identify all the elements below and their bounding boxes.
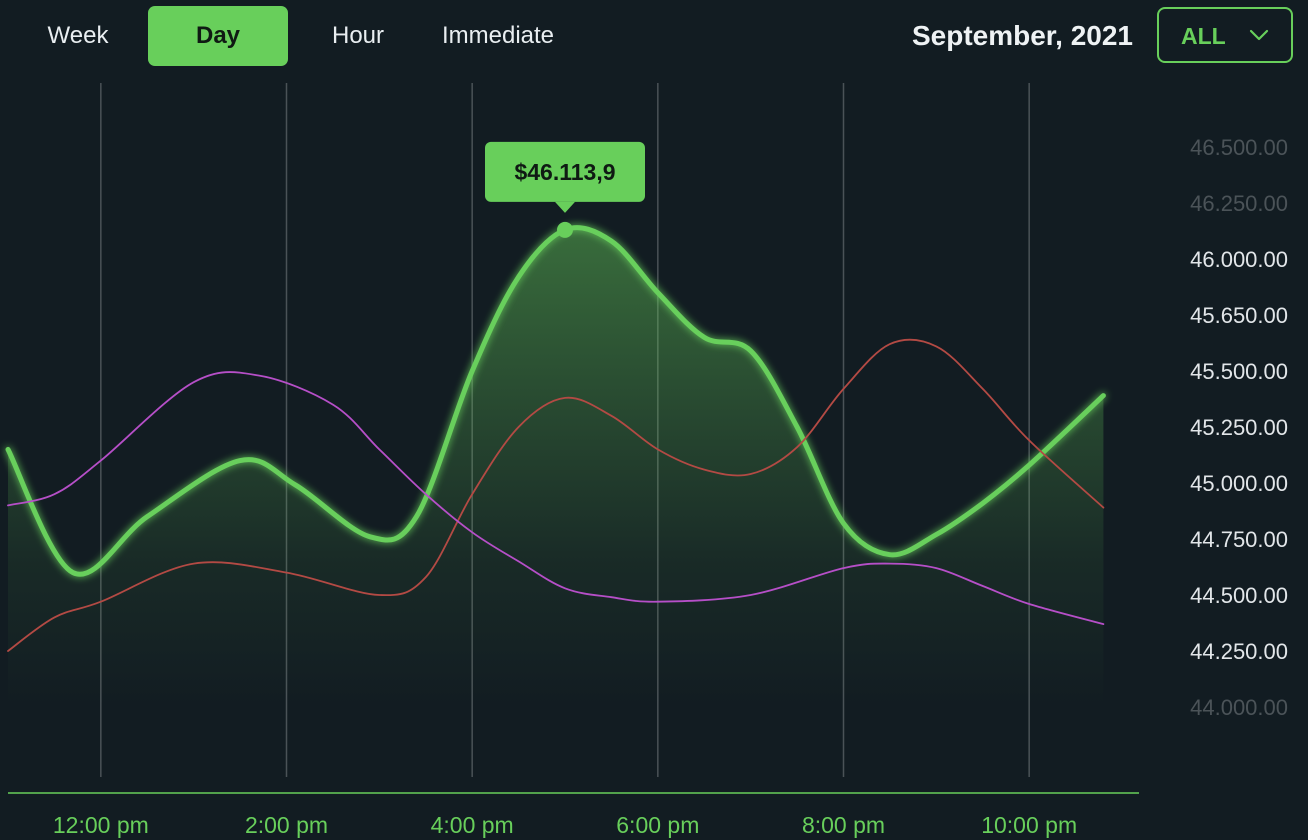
tooltip-pointer	[555, 201, 575, 213]
y-tick-label: 45.250.00	[1190, 415, 1288, 440]
x-tick-label: 8:00 pm	[802, 812, 885, 838]
series-line-2	[7, 371, 1105, 625]
tab-week[interactable]: Week	[47, 22, 109, 49]
y-tick-label: 44.000.00	[1190, 695, 1288, 720]
y-tick-label: 45.500.00	[1190, 359, 1288, 384]
tab-hour[interactable]: Hour	[331, 22, 385, 49]
tab-day[interactable]: Day	[148, 6, 288, 66]
series-line-1	[7, 338, 1105, 652]
annotation-group: $46.113,9	[485, 141, 645, 238]
y-tick-label: 44.500.00	[1190, 583, 1288, 608]
series-line-0	[5, 225, 1106, 577]
y-tick-label: 46.250.00	[1190, 191, 1288, 216]
x-tick-label: 12:00 pm	[53, 812, 149, 838]
filter-value: ALL	[1181, 23, 1226, 49]
y-tick-label: 44.750.00	[1190, 527, 1288, 552]
y-tick-label: 46.500.00	[1190, 135, 1288, 160]
y-tick-label: 45.650.00	[1190, 303, 1288, 328]
y-tick-label: 46.000.00	[1190, 247, 1288, 272]
y-tick-label: 45.000.00	[1190, 471, 1288, 496]
date-label: September, 2021	[911, 20, 1133, 51]
tab-immediate[interactable]: Immediate	[441, 22, 555, 49]
x-tick-label: 4:00 pm	[431, 812, 514, 838]
highlight-point[interactable]	[557, 221, 573, 238]
area-fill	[8, 227, 1104, 707]
x-tick-label: 10:00 pm	[981, 812, 1077, 838]
filter-select[interactable]: ALL	[1157, 7, 1293, 63]
y-axis: 46.500.00 46.250.00 46.000.00 45.650.00 45.5…	[1190, 135, 1288, 720]
tooltip-box	[485, 141, 645, 202]
tooltip-value: $46.113,9	[514, 159, 615, 185]
series-group	[5, 225, 1106, 652]
y-tick-label: 44.250.00	[1190, 639, 1288, 664]
x-tick-label: 2:00 pm	[245, 812, 328, 838]
series-area-fill	[8, 227, 1104, 707]
x-tick-label: 6:00 pm	[616, 812, 699, 838]
x-axis: 12:00 pm 2:00 pm 4:00 pm 6:00 pm 8:00 pm 10:0…	[8, 792, 1139, 838]
chevron-down-icon	[1249, 29, 1269, 41]
